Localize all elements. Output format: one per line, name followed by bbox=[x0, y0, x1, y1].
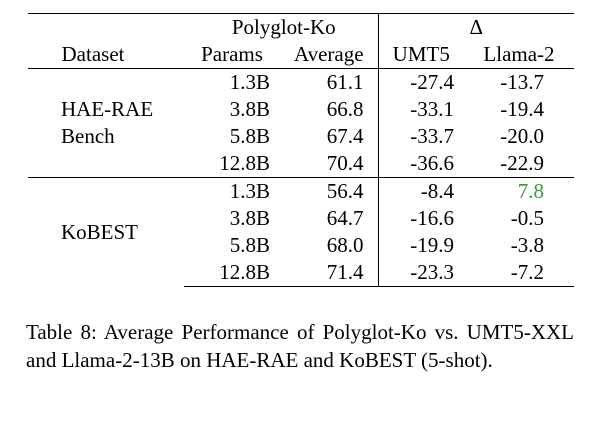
cell-params: 5.8B bbox=[229, 124, 270, 148]
cell-llama2: -13.7 bbox=[464, 68, 574, 96]
cell-umt5: -19.9 bbox=[410, 233, 454, 257]
group-header-polyglot: Polyglot-Ko bbox=[184, 13, 379, 41]
group-header-row: Polyglot-Ko Δ bbox=[28, 13, 574, 41]
cell-llama2: -19.4 bbox=[500, 97, 544, 121]
cell-llama2: -22.9 bbox=[500, 151, 544, 175]
cell-average: 68.0 bbox=[280, 232, 379, 259]
empty-corner-cell bbox=[28, 13, 184, 41]
cell-average: 61.1 bbox=[280, 68, 379, 96]
cell-average: 71.4 bbox=[280, 259, 379, 287]
cell-umt5: -23.3 bbox=[378, 259, 464, 287]
cell-params: 12.8B bbox=[184, 259, 280, 287]
cell-llama2-positive: 7.8 bbox=[464, 177, 574, 205]
cell-average: 70.4 bbox=[280, 150, 379, 178]
cell-llama2: -3.8 bbox=[510, 233, 544, 257]
table-row: HAE-RAE Bench 1.3B 61.1 -27.4 -13.7 bbox=[28, 68, 574, 178]
table-row: KoBEST 1.3B 56.4 -8.4 7.8 bbox=[28, 177, 574, 287]
column-header-row: Dataset Params Average UMT5 Llama-2 bbox=[28, 41, 574, 69]
cell-params: 1.3B bbox=[184, 177, 280, 205]
cell-params: 3.8B bbox=[229, 206, 270, 230]
cell-params: 1.3B bbox=[184, 68, 280, 96]
results-table: Polyglot-Ko Δ Dataset Params Average UMT… bbox=[28, 13, 574, 287]
dataset-label-line: KoBEST bbox=[61, 219, 139, 244]
cell-params: 3.8B bbox=[229, 97, 270, 121]
table-row: 5.8B 67.4 -33.7 -20.0 bbox=[28, 123, 574, 150]
cell-umt5: -16.6 bbox=[410, 206, 454, 230]
cell-average: 66.8 bbox=[280, 96, 379, 123]
column-header-dataset: Dataset bbox=[61, 42, 125, 66]
table-row: 12.8B 71.4 -23.3 -7.2 bbox=[28, 259, 574, 287]
dataset-label-kobest: KoBEST bbox=[28, 177, 184, 287]
cell-params: 12.8B bbox=[219, 151, 270, 175]
table-row: 3.8B 66.8 -33.1 -19.4 bbox=[28, 96, 574, 123]
cell-umt5: -33.7 bbox=[410, 124, 454, 148]
column-header-average: Average bbox=[280, 41, 379, 69]
cell-average: 67.4 bbox=[280, 123, 379, 150]
dataset-label-haerae: HAE-RAE Bench bbox=[28, 68, 184, 178]
dataset-label-line: Bench bbox=[61, 124, 115, 148]
column-header-umt5: UMT5 bbox=[392, 42, 450, 66]
cell-average: 56.4 bbox=[280, 177, 379, 205]
cell-umt5: -33.1 bbox=[410, 97, 454, 121]
cell-umt5: -8.4 bbox=[378, 177, 464, 205]
cell-llama2: -20.0 bbox=[500, 124, 544, 148]
column-header-params: Params bbox=[201, 42, 263, 66]
table-row: 12.8B 70.4 -36.6 -22.9 bbox=[28, 150, 574, 178]
table-row: 3.8B 64.7 -16.6 -0.5 bbox=[28, 205, 574, 232]
column-header-llama2: Llama-2 bbox=[483, 42, 555, 66]
cell-llama2: -0.5 bbox=[510, 206, 544, 230]
cell-llama2: -7.2 bbox=[464, 259, 574, 287]
group-header-delta: Δ bbox=[378, 13, 574, 41]
table-caption: Table 8: Average Performance of Polyglot… bbox=[26, 320, 574, 372]
cell-average: 64.7 bbox=[280, 205, 379, 232]
cell-umt5: -27.4 bbox=[378, 68, 464, 96]
table-row: 5.8B 68.0 -19.9 -3.8 bbox=[28, 232, 574, 259]
cell-params: 5.8B bbox=[229, 233, 270, 257]
cell-umt5: -36.6 bbox=[410, 151, 454, 175]
dataset-label-line: HAE-RAE bbox=[61, 97, 154, 121]
